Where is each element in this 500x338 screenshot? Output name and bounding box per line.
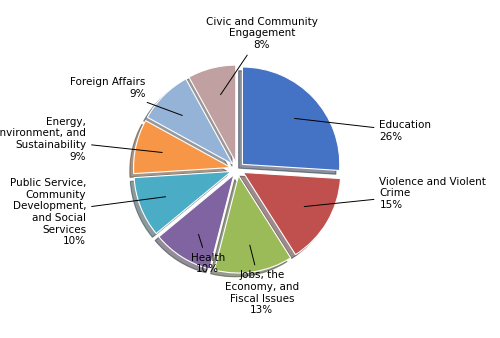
Wedge shape	[242, 67, 340, 170]
Wedge shape	[189, 65, 236, 163]
Text: Civic and Community
Engagement
8%: Civic and Community Engagement 8%	[206, 17, 318, 95]
Text: Education
26%: Education 26%	[294, 118, 432, 142]
Wedge shape	[214, 176, 290, 273]
Text: Jobs, the
Economy, and
Fiscal Issues
13%: Jobs, the Economy, and Fiscal Issues 13%	[225, 245, 299, 315]
Wedge shape	[134, 121, 231, 174]
Wedge shape	[244, 172, 340, 255]
Wedge shape	[159, 175, 234, 269]
Wedge shape	[134, 171, 231, 234]
Text: Health
10%: Health 10%	[190, 235, 225, 274]
Text: Violence and Violent
Crime
15%: Violence and Violent Crime 15%	[304, 177, 486, 210]
Text: Energy,
Environment, and
Sustainability
9%: Energy, Environment, and Sustainability …	[0, 117, 162, 162]
Text: Public Service,
Community
Development,
and Social
Services
10%: Public Service, Community Development, a…	[10, 178, 166, 246]
Text: Foreign Affairs
9%: Foreign Affairs 9%	[70, 77, 182, 116]
Wedge shape	[148, 79, 232, 164]
